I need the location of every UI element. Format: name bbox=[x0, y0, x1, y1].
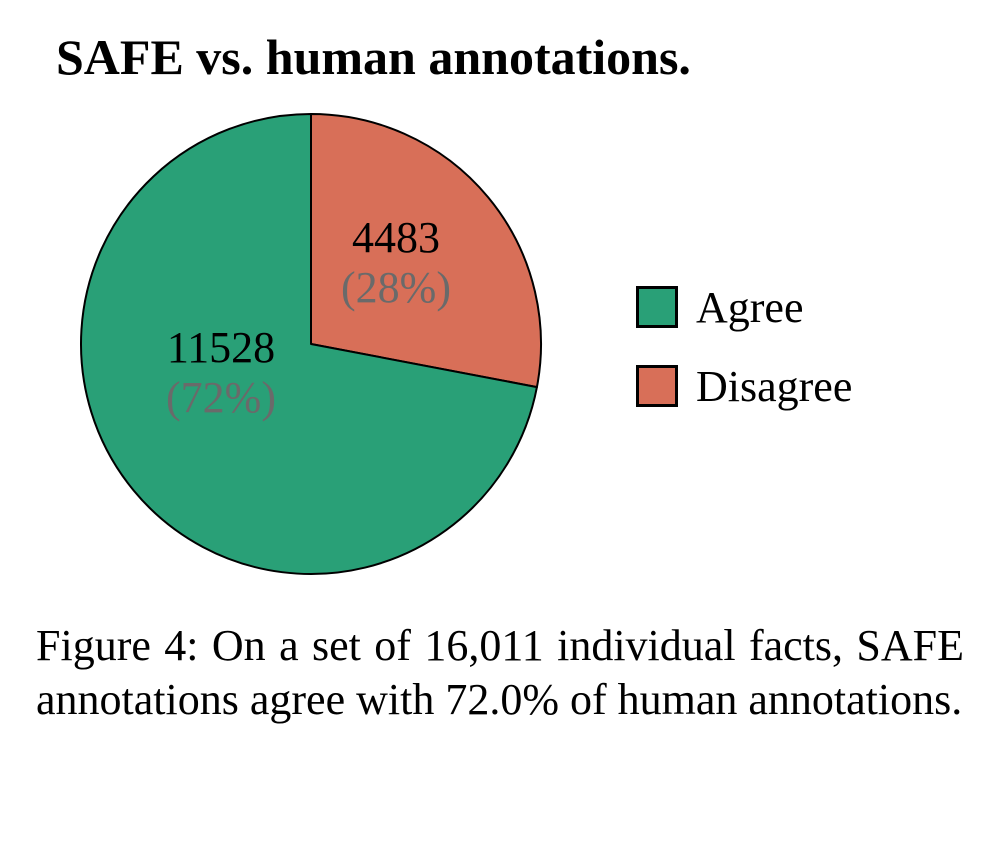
figure-container: SAFE vs. human annotations. 4483(28%) 115… bbox=[0, 0, 1000, 863]
legend-swatch-disagree bbox=[636, 365, 678, 407]
chart-title: SAFE vs. human annotations. bbox=[56, 28, 964, 86]
slice-value-agree: 11528 bbox=[167, 323, 275, 372]
legend-label-agree: Agree bbox=[696, 282, 804, 333]
figure-caption: Figure 4: On a set of 16,011 individual … bbox=[36, 619, 964, 726]
legend-item-disagree: Disagree bbox=[636, 361, 852, 412]
legend-label-disagree: Disagree bbox=[696, 361, 852, 412]
pie-svg: 4483(28%) 11528(72%) bbox=[36, 104, 596, 584]
slice-value-disagree: 4483 bbox=[352, 213, 440, 262]
slice-percent-agree: (72%) bbox=[166, 373, 276, 422]
legend: Agree Disagree bbox=[636, 282, 852, 412]
legend-swatch-agree bbox=[636, 286, 678, 328]
slice-percent-disagree: (28%) bbox=[341, 263, 451, 312]
chart-row: 4483(28%) 11528(72%) Agree Disagree bbox=[36, 104, 964, 589]
legend-item-agree: Agree bbox=[636, 282, 852, 333]
pie-chart: 4483(28%) 11528(72%) bbox=[36, 104, 596, 589]
